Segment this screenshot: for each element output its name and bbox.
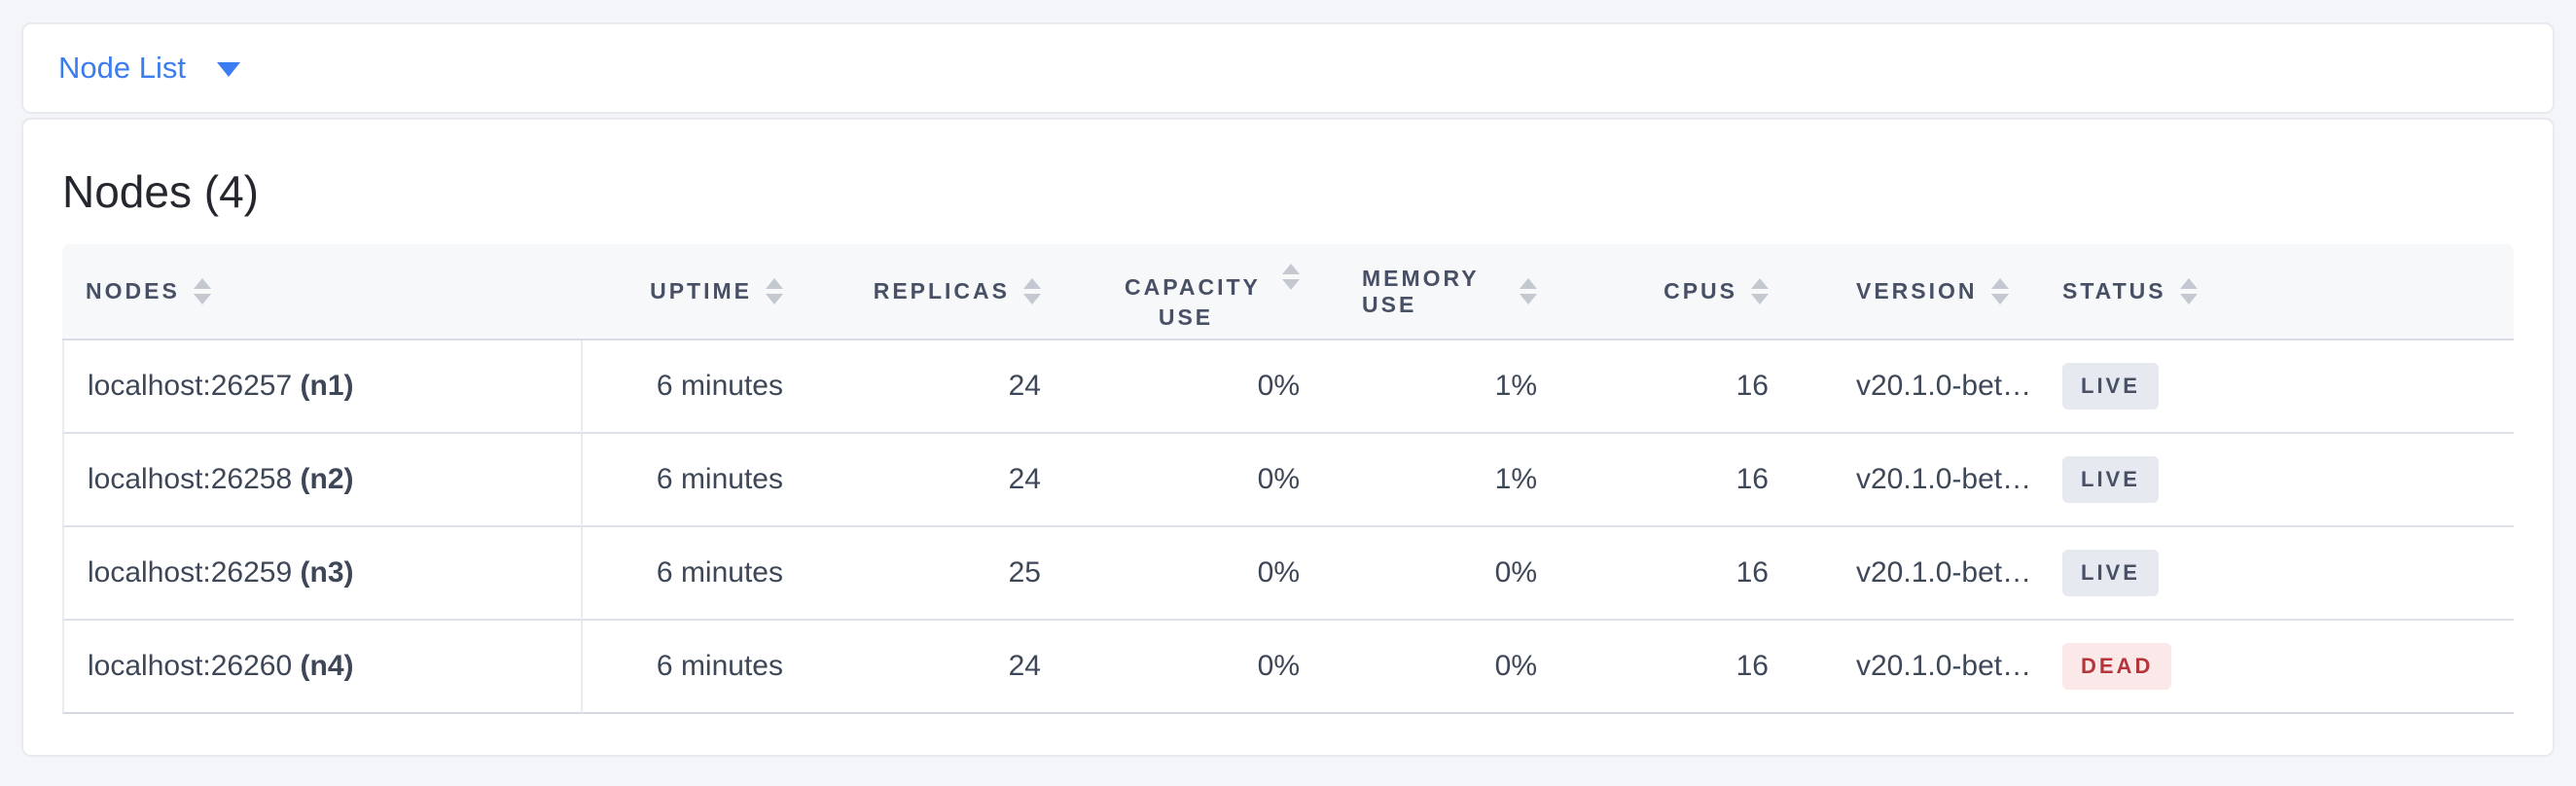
table-header-row: NODES UPTIME REPLICAS <box>62 244 2514 340</box>
node-address-cell: localhost:26257 (n1) <box>62 340 583 434</box>
uptime-cell: 6 minutes <box>583 527 822 621</box>
uptime-cell: 6 minutes <box>583 340 822 434</box>
status-cell: DEAD <box>2041 621 2514 714</box>
sort-arrows-icon[interactable] <box>1990 278 2009 304</box>
node-address-cell: localhost:26260 (n4) <box>62 621 583 714</box>
nodes-count-title: Nodes (4) <box>62 166 259 217</box>
column-header-version[interactable]: VERSION <box>1807 244 2041 340</box>
status-badge: LIVE <box>2062 363 2159 410</box>
node-address: localhost:26258 <box>88 463 293 495</box>
sort-arrows-icon[interactable] <box>766 278 783 304</box>
uptime-cell: 6 minutes <box>583 621 822 714</box>
column-label: UPTIME <box>650 278 752 304</box>
column-label: CPUS <box>1664 278 1737 304</box>
capacity-use-cell: 0% <box>1080 621 1339 714</box>
column-header-cpus[interactable]: CPUS <box>1576 244 1807 340</box>
node-list-dropdown[interactable]: Node List <box>58 51 240 86</box>
uptime-cell: 6 minutes <box>583 434 822 527</box>
column-label: VERSION <box>1856 278 1978 304</box>
page: Node List Nodes (4) NODES <box>21 22 2555 757</box>
node-address: localhost:26259 <box>88 556 293 589</box>
status-cell: LIVE <box>2041 527 2514 621</box>
node-address-cell: localhost:26258 (n2) <box>62 434 583 527</box>
capacity-use-cell: 0% <box>1080 527 1339 621</box>
node-list-dropdown-label: Node List <box>58 51 186 85</box>
version-cell: v20.1.0-bet… <box>1807 621 2041 714</box>
memory-use-cell: 0% <box>1339 527 1576 621</box>
cpus-cell: 16 <box>1576 621 1807 714</box>
column-header-capacity-use[interactable]: CAPACITY USE <box>1080 244 1339 340</box>
node-id: (n3) <box>300 556 354 589</box>
version-cell: v20.1.0-bet… <box>1807 527 2041 621</box>
version-cell: v20.1.0-bet… <box>1807 340 2041 434</box>
status-cell: LIVE <box>2041 434 2514 527</box>
sort-arrows-icon[interactable] <box>1023 278 1041 304</box>
status-badge: DEAD <box>2062 643 2172 690</box>
page-header-bar: Node List <box>21 22 2555 114</box>
node-id: (n4) <box>300 650 354 682</box>
node-address: localhost:26260 <box>88 650 293 682</box>
cpus-cell: 16 <box>1576 527 1807 621</box>
memory-use-cell: 1% <box>1339 434 1576 527</box>
node-address-cell: localhost:26259 (n3) <box>62 527 583 621</box>
sort-arrows-icon[interactable] <box>1520 278 1537 304</box>
nodes-panel: Nodes (4) NODES UPTIME <box>21 118 2555 757</box>
capacity-use-cell: 0% <box>1080 340 1339 434</box>
sort-arrows-icon[interactable] <box>2179 278 2198 304</box>
table-row: localhost:26259 (n3) 6 minutes 25 0% 0% … <box>62 527 2514 621</box>
cpus-cell: 16 <box>1576 434 1807 527</box>
column-header-memory-use[interactable]: MEMORY USE <box>1339 244 1576 340</box>
memory-use-cell: 0% <box>1339 621 1576 714</box>
column-header-nodes[interactable]: NODES <box>62 244 583 340</box>
capacity-use-cell: 0% <box>1080 434 1339 527</box>
node-id: (n1) <box>300 370 354 402</box>
memory-use-cell: 1% <box>1339 340 1576 434</box>
replicas-cell: 24 <box>822 340 1080 434</box>
caret-down-icon[interactable] <box>216 62 240 77</box>
replicas-cell: 25 <box>822 527 1080 621</box>
sort-arrows-icon[interactable] <box>1282 264 1300 290</box>
status-badge: LIVE <box>2062 456 2159 503</box>
column-header-uptime[interactable]: UPTIME <box>583 244 822 340</box>
node-address: localhost:26257 <box>88 370 293 402</box>
column-label: CAPACITY USE <box>1125 273 1261 330</box>
sort-arrows-icon[interactable] <box>1751 278 1769 304</box>
node-id: (n2) <box>300 463 354 495</box>
column-label: REPLICAS <box>873 278 1010 304</box>
table-row: localhost:26258 (n2) 6 minutes 24 0% 1% … <box>62 434 2514 527</box>
column-header-replicas[interactable]: REPLICAS <box>822 244 1080 340</box>
replicas-cell: 24 <box>822 434 1080 527</box>
replicas-cell: 24 <box>822 621 1080 714</box>
nodes-table: NODES UPTIME REPLICAS <box>62 244 2514 714</box>
column-label: STATUS <box>2062 278 2166 304</box>
version-cell: v20.1.0-bet… <box>1807 434 2041 527</box>
column-label: NODES <box>86 278 180 304</box>
column-label: MEMORY USE <box>1362 265 1480 317</box>
sort-arrows-icon[interactable] <box>193 278 211 304</box>
status-cell: LIVE <box>2041 340 2514 434</box>
column-header-status[interactable]: STATUS <box>2041 244 2514 340</box>
table-row: localhost:26260 (n4) 6 minutes 24 0% 0% … <box>62 621 2514 714</box>
table-row: localhost:26257 (n1) 6 minutes 24 0% 1% … <box>62 340 2514 434</box>
status-badge: LIVE <box>2062 550 2159 596</box>
cpus-cell: 16 <box>1576 340 1807 434</box>
